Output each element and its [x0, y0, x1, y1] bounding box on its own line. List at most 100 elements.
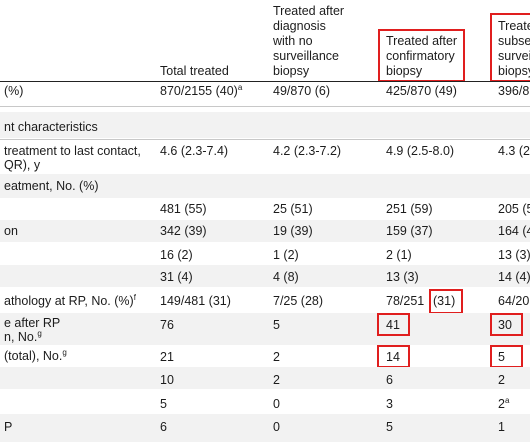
header-divider	[0, 81, 530, 82]
header-line: biopsy	[498, 64, 530, 78]
cell-value: 2	[498, 397, 505, 411]
cell-total: 10	[160, 373, 174, 387]
cell-confirmatory: 2 (1)	[386, 248, 412, 262]
cell-no-surveillance: 5	[273, 318, 280, 332]
cell-no-surveillance: 4.2 (2.3-7.2)	[273, 144, 342, 158]
cell-subsequent: 4.3 (2	[498, 144, 530, 158]
cell-confirmatory: 41	[386, 318, 400, 332]
cell-total: 76	[160, 318, 174, 332]
row-label: athology at RP, No. (%)f	[4, 292, 136, 309]
cell-total: 4.6 (2.3-7.4)	[160, 144, 229, 158]
row-label-text: (total), No.	[4, 349, 63, 363]
highlight-box-header-confirmatory	[378, 29, 465, 82]
row-label: (total), No.g	[4, 347, 67, 364]
row-label-text: n, No.	[4, 330, 38, 344]
header-line: diagnosis	[273, 19, 326, 33]
cell-total: 149/481 (31)	[160, 294, 231, 308]
row-divider	[0, 139, 530, 140]
cell-subsequent: 2a	[498, 395, 510, 412]
highlight-box-header-subsequent	[490, 13, 530, 82]
row-band	[0, 265, 530, 287]
row-divider	[0, 106, 530, 107]
cell-confirmatory: 425/870 (49)	[386, 84, 457, 98]
cell-subsequent: 64/20	[498, 294, 530, 308]
cell-total: 6	[160, 420, 167, 434]
row-label: QR), y	[4, 158, 41, 172]
cell-total: 21	[160, 350, 174, 364]
footnote-marker: g	[37, 328, 42, 338]
cell-confirmatory: 159 (37)	[386, 224, 433, 238]
footnote-marker: a	[504, 395, 510, 405]
cell-total: 16 (2)	[160, 248, 193, 262]
header-col-total-treated: Total treated	[160, 64, 229, 79]
cell-no-surveillance: 4 (8)	[273, 270, 299, 284]
header-col-no-surveillance: Treated after diagnosis with no surveill…	[273, 4, 344, 79]
cell-subsequent: 164 (4	[498, 224, 530, 238]
row-label: P	[4, 420, 13, 434]
cell-no-surveillance: 49/870 (6)	[273, 84, 330, 98]
highlight-box-pathology-percent	[429, 289, 463, 314]
highlight-box-row10-subsequent	[490, 345, 523, 368]
cell-subsequent: 2	[498, 373, 505, 387]
footnote-marker: f	[133, 292, 136, 302]
header-line: biopsy	[386, 64, 423, 78]
cell-total: 5	[160, 397, 167, 411]
header-line: with no	[273, 34, 313, 48]
cell-total: 342 (39)	[160, 224, 207, 238]
header-line: Treate	[498, 19, 530, 33]
cell-total: 481 (55)	[160, 202, 207, 216]
footnote-marker: g	[62, 347, 67, 357]
section-band	[0, 112, 530, 138]
row-band	[0, 220, 530, 242]
header-line: Treated after	[386, 34, 458, 48]
cell-no-surveillance: 7/25 (28)	[273, 294, 324, 308]
row-label: e after RP	[4, 316, 61, 330]
cell-value: 870/2155 (40)	[160, 84, 238, 98]
cell-confirmatory: 251 (59)	[386, 202, 433, 216]
section-label: nt characteristics	[4, 120, 98, 134]
header-col-subsequent: Treate subse survei biopsy	[498, 19, 530, 79]
cell-confirmatory: 5	[386, 420, 393, 434]
row-label-text: athology at RP, No. (%)	[4, 294, 134, 308]
highlight-box-row10-confirmatory	[377, 345, 410, 368]
cell-subsequent: 205 (5	[498, 202, 530, 216]
row-band	[0, 414, 530, 442]
row-band	[0, 313, 530, 345]
row-label: n, No.g	[4, 328, 42, 345]
cell-confirmatory: 78/251	[386, 294, 425, 308]
header-line: subse	[498, 34, 530, 48]
cell-subsequent: 30	[498, 318, 512, 332]
header-line: Treated after	[273, 4, 345, 18]
cell-subsequent: 1	[498, 420, 505, 434]
row-band	[0, 367, 530, 389]
cell-no-surveillance: 0	[273, 420, 280, 434]
cell-total: 31 (4)	[160, 270, 193, 284]
header-line: survei	[498, 49, 530, 63]
cell-no-surveillance: 2	[273, 350, 280, 364]
header-line: biopsy	[273, 64, 310, 78]
cell-confirmatory: 14	[386, 350, 400, 364]
cell-subsequent: 396/8	[498, 84, 530, 98]
row-label: (%)	[4, 84, 24, 98]
cell-confirmatory-percent: (31)	[433, 294, 456, 308]
cell-confirmatory: 13 (3)	[386, 270, 419, 284]
cell-subsequent: 13 (3)	[498, 248, 530, 262]
header-line: Total treated	[160, 64, 229, 78]
header-col-confirmatory: Treated after confirmatory biopsy	[386, 34, 457, 79]
row-label: treatment to last contact,	[4, 144, 141, 158]
header-line: surveillance	[273, 49, 340, 63]
cell-subsequent: 5	[498, 350, 505, 364]
cell-no-surveillance: 1 (2)	[273, 248, 299, 262]
cell-subsequent: 14 (4)	[498, 270, 530, 284]
cell-total: 870/2155 (40)a	[160, 82, 243, 99]
row-label: on	[4, 224, 18, 238]
cell-no-surveillance: 25 (51)	[273, 202, 313, 216]
highlight-box-row9-subsequent	[490, 313, 523, 336]
cell-no-surveillance: 19 (39)	[273, 224, 313, 238]
cell-no-surveillance: 0	[273, 397, 280, 411]
footnote-marker: a	[237, 82, 243, 92]
cell-confirmatory: 4.9 (2.5-8.0)	[386, 144, 455, 158]
cell-confirmatory: 3	[386, 397, 393, 411]
cell-confirmatory: 6	[386, 373, 393, 387]
section-band	[0, 174, 530, 198]
